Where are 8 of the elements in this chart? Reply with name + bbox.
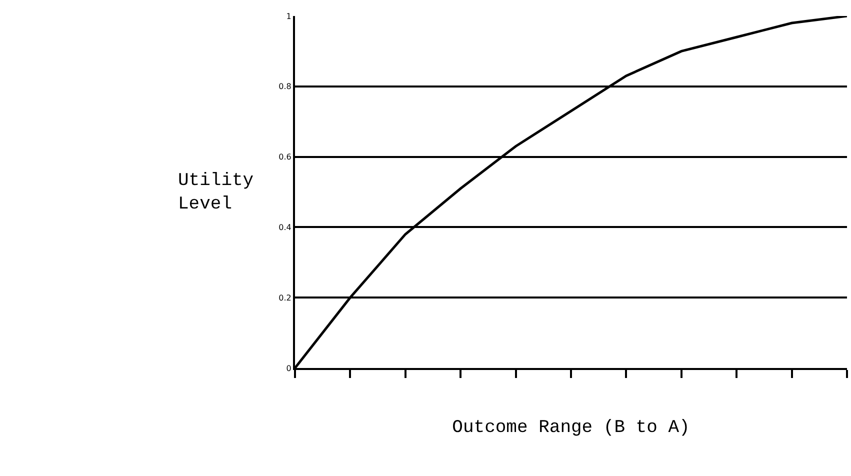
y-tick-label: 0	[286, 364, 292, 373]
y-tick-label: 0.6	[278, 152, 292, 162]
y-tick-label: 1	[286, 12, 292, 21]
y-axis-title: Utility Level	[178, 171, 254, 214]
y-tick-label: 0.4	[278, 223, 292, 232]
x-axis-title: Outcome Range (B to A)	[452, 418, 690, 438]
y-tick-label: 0.8	[278, 82, 292, 92]
y-tick-label: 0.2	[278, 293, 292, 302]
